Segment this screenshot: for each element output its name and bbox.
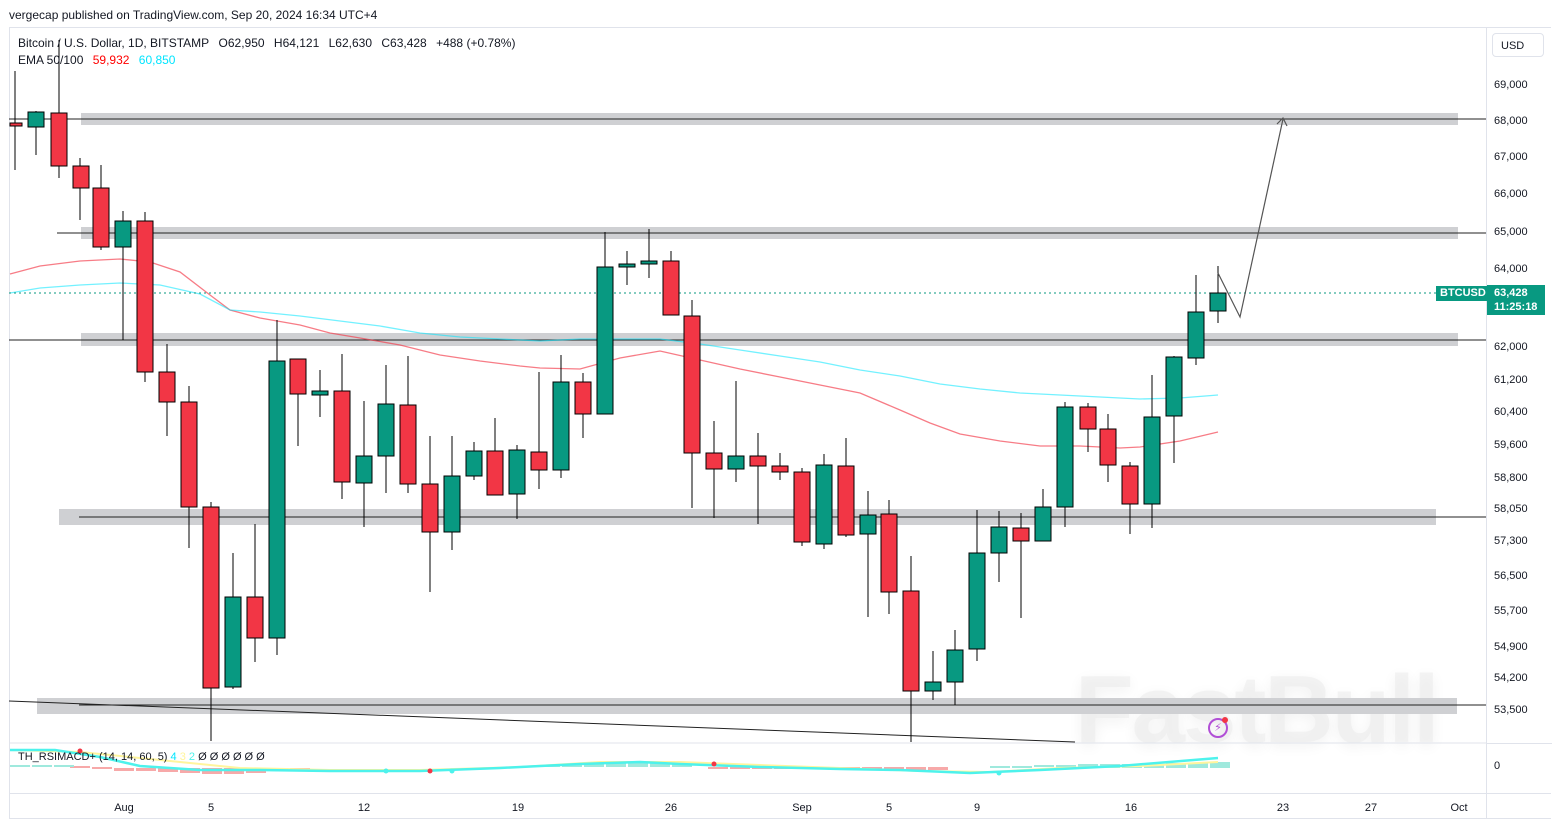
indicator-value-1: 4 [170, 751, 177, 763]
ohlc-open: O62,950 [218, 36, 265, 50]
projection-path [1217, 116, 1288, 319]
price-tick: 67,000 [1494, 151, 1528, 163]
ema-label[interactable]: EMA 50/100 [18, 53, 84, 67]
price-tick: 61,200 [1494, 374, 1528, 386]
candles [9, 40, 1227, 742]
chart-legend: Bitcoin / U.S. Dollar, 1D, BITSTAMP O62,… [18, 35, 521, 69]
currency-button[interactable]: USD [1492, 33, 1544, 57]
date-tick: 5 [885, 802, 893, 814]
ohlc-high: H64,121 [273, 36, 320, 50]
date-tick: Oct [1450, 802, 1468, 814]
price-tick: 54,900 [1494, 641, 1528, 653]
price-tick: 53,500 [1494, 704, 1528, 716]
published-caption: vergecap published on TradingView.com, S… [9, 8, 378, 22]
ema100-value: 60,850 [138, 53, 176, 67]
price-tick: 58,050 [1494, 503, 1528, 515]
time-axis-separator [9, 793, 1551, 794]
price-tick: 56,500 [1494, 570, 1528, 582]
price-tick: 58,800 [1494, 472, 1528, 484]
price-tick: 62,000 [1494, 341, 1528, 353]
indicator-axis-separator [1486, 743, 1552, 744]
ema50-value: 59,932 [92, 53, 130, 67]
symbol-row: Bitcoin / U.S. Dollar, 1D, BITSTAMP O62,… [18, 35, 521, 52]
last-price-label: 63,428 11:25:18 [1487, 285, 1545, 315]
date-tick: 5 [207, 802, 215, 814]
indicator-name: TH_RSIMACD+ (14, 14, 60, 5) [18, 751, 168, 763]
price-tick: 59,600 [1494, 439, 1528, 451]
price-tick: 57,300 [1494, 535, 1528, 547]
ohlc-low: L62,630 [328, 36, 373, 50]
notification-dot-icon [1222, 717, 1228, 723]
indicator-legend[interactable]: TH_RSIMACD+ (14, 14, 60, 5) 4 3 2 Ø Ø Ø … [18, 751, 265, 763]
indicator-zero-tick: 0 [1494, 760, 1501, 772]
date-tick: Sep [792, 802, 812, 814]
price-axis[interactable] [1486, 27, 1553, 819]
support-resistance-zones [8, 113, 1486, 743]
date-tick: 23 [1276, 802, 1290, 814]
price-tick: 60,400 [1494, 406, 1528, 418]
date-tick: 9 [973, 802, 981, 814]
price-tick: 66,000 [1494, 188, 1528, 200]
price-tick: 68,000 [1494, 115, 1528, 127]
indicator-value-3: 2 [188, 751, 196, 763]
price-tick: 69,000 [1494, 79, 1528, 91]
rsimacd-indicator [9, 742, 1486, 776]
price-tick: 64,000 [1494, 263, 1528, 275]
date-tick: 19 [511, 802, 525, 814]
price-tick: 65,000 [1494, 226, 1528, 238]
date-tick: 27 [1364, 802, 1378, 814]
ema-row: EMA 50/100 59,932 60,850 [18, 52, 521, 69]
date-tick: Aug [114, 802, 134, 814]
date-tick: 12 [357, 802, 371, 814]
indicator-empty-values: Ø Ø Ø Ø Ø Ø [198, 751, 265, 763]
last-price-value: 63,428 [1494, 287, 1528, 299]
ohlc-close: C63,428 [381, 36, 427, 50]
symbol-price-label: BTCUSD [1436, 286, 1490, 301]
lightning-icon: ⚡ [1208, 718, 1228, 738]
price-tick: 54,200 [1494, 672, 1528, 684]
date-tick: 16 [1124, 802, 1138, 814]
symbol-name[interactable]: Bitcoin / U.S. Dollar, 1D, BITSTAMP [18, 36, 210, 50]
price-change: +488 (+0.78%) [436, 36, 516, 50]
bar-countdown: 11:25:18 [1494, 301, 1538, 313]
chart-frame [9, 27, 1551, 819]
date-tick: 26 [664, 802, 678, 814]
price-tick: 55,700 [1494, 605, 1528, 617]
indicator-value-2: 3 [179, 751, 186, 763]
ema50-line [9, 258, 1219, 449]
